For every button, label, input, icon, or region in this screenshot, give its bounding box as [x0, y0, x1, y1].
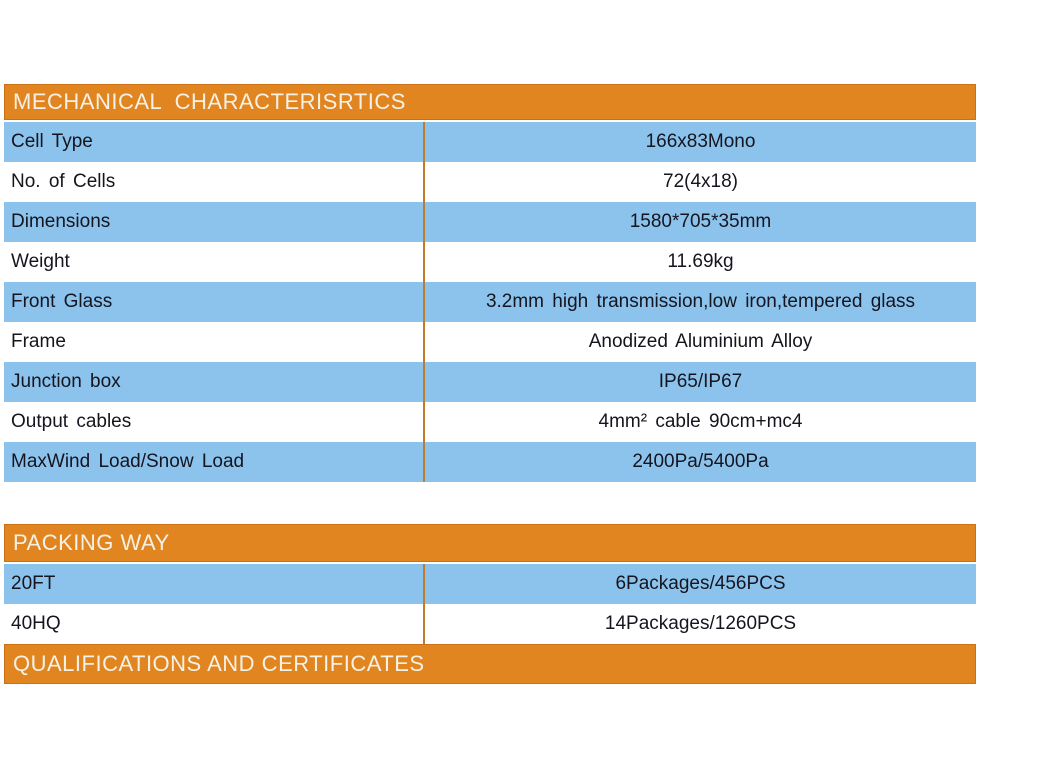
row-label-output-cables: Output cables: [11, 411, 132, 432]
row-value-20ft: 6Packages/456PCS: [423, 564, 976, 604]
table-row: Front Glass 3.2mm high transmission,low …: [4, 282, 976, 322]
row-value-max-wind-snow-load: 2400Pa/5400Pa: [423, 442, 976, 482]
row-label-frame: Frame: [11, 331, 66, 352]
table-row: Frame Anodized Aluminium Alloy: [4, 322, 976, 362]
row-value-junction-box: IP65/IP67: [423, 362, 976, 402]
table-row: Weight 11.69kg: [4, 242, 976, 282]
table-row: No. of Cells 72(4x18): [4, 162, 976, 202]
row-value-40hq: 14Packages/1260PCS: [423, 604, 976, 644]
row-label-dimensions: Dimensions: [11, 211, 111, 232]
packing-way-table: PACKING WAY 20FT 6Packages/456PCS 40HQ 1…: [4, 524, 976, 684]
mechanical-characteristics-header: MECHANICAL CHARACTERISRTICS: [4, 84, 976, 120]
table-row: MaxWind Load/Snow Load 2400Pa/5400Pa: [4, 442, 976, 482]
row-value-dimensions: 1580*705*35mm: [423, 202, 976, 242]
row-label-40hq: 40HQ: [11, 613, 61, 634]
row-label-junction-box: Junction box: [11, 371, 121, 392]
table-row: Output cables 4mm² cable 90cm+mc4: [4, 402, 976, 442]
spec-sheet: MECHANICAL CHARACTERISRTICS Cell Type 16…: [4, 84, 976, 684]
row-label-weight: Weight: [11, 251, 70, 272]
table-row: 40HQ 14Packages/1260PCS: [4, 604, 976, 644]
row-value-cell-type: 166x83Mono: [423, 122, 976, 162]
row-label-no-of-cells: No. of Cells: [11, 171, 116, 192]
table-row: Junction box IP65/IP67: [4, 362, 976, 402]
packing-way-header: PACKING WAY: [4, 524, 976, 562]
row-label-max-wind-snow-load: MaxWind Load/Snow Load: [11, 451, 245, 472]
row-value-output-cables: 4mm² cable 90cm+mc4: [423, 402, 976, 442]
table-row: Dimensions 1580*705*35mm: [4, 202, 976, 242]
row-value-front-glass: 3.2mm high transmission,low iron,tempere…: [423, 282, 976, 322]
row-label-20ft: 20FT: [11, 573, 56, 594]
row-label-cell-type: Cell Type: [11, 131, 93, 152]
row-value-no-of-cells: 72(4x18): [423, 162, 976, 202]
row-label-front-glass: Front Glass: [11, 291, 113, 312]
row-value-weight: 11.69kg: [423, 242, 976, 282]
row-value-frame: Anodized Aluminium Alloy: [423, 322, 976, 362]
qualifications-certificates-header: QUALIFICATIONS AND CERTIFICATES: [4, 644, 976, 684]
mechanical-characteristics-table: MECHANICAL CHARACTERISRTICS Cell Type 16…: [4, 84, 976, 482]
table-row: 20FT 6Packages/456PCS: [4, 564, 976, 604]
table-gap: [4, 482, 976, 524]
table-row: Cell Type 166x83Mono: [4, 122, 976, 162]
